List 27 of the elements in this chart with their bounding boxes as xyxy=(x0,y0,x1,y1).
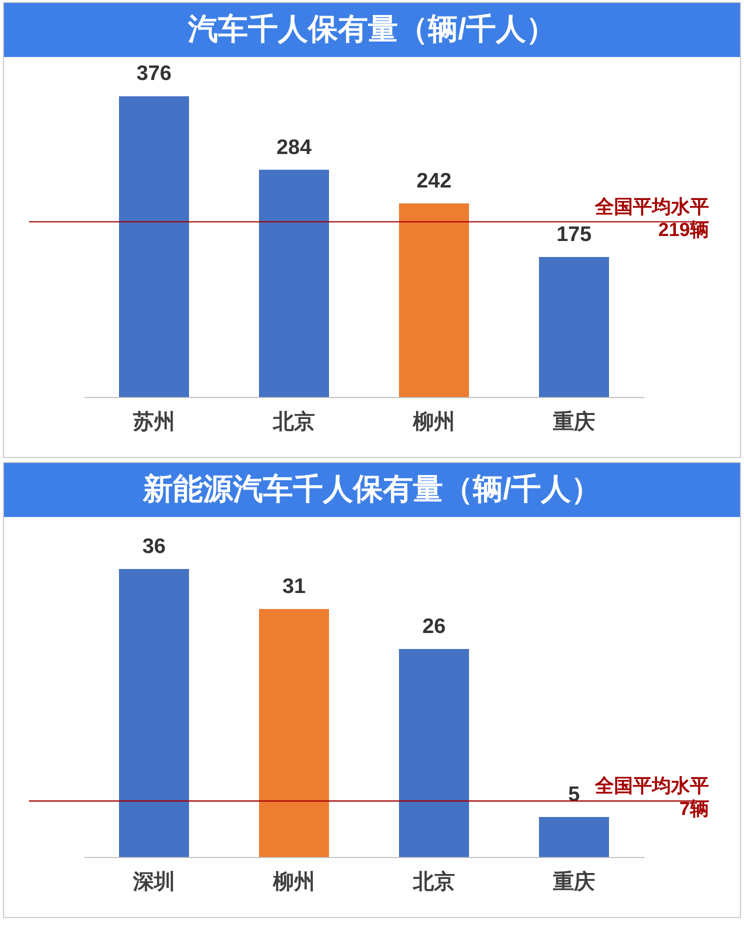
data-label: 36 xyxy=(142,535,166,558)
x-tick-label: 柳州 xyxy=(272,870,315,894)
chart-title: 汽车千人保有量（辆/千人） xyxy=(4,3,740,57)
data-label: 284 xyxy=(276,136,312,159)
data-label: 175 xyxy=(556,223,592,246)
data-label: 242 xyxy=(416,169,452,192)
x-tick-label: 苏州 xyxy=(132,410,175,434)
bar xyxy=(399,203,469,397)
bar xyxy=(259,170,329,397)
bar xyxy=(119,569,189,857)
x-tick-label: 北京 xyxy=(272,410,315,434)
x-tick-label: 重庆 xyxy=(552,410,595,434)
x-tick-label: 北京 xyxy=(412,870,455,894)
data-label: 31 xyxy=(282,575,306,598)
bar xyxy=(399,649,469,857)
bar xyxy=(539,817,609,857)
bar xyxy=(259,609,329,857)
bar xyxy=(539,257,609,397)
bar xyxy=(119,96,189,397)
x-tick-label: 柳州 xyxy=(412,410,455,434)
data-label: 376 xyxy=(136,62,172,86)
data-label: 26 xyxy=(422,615,446,638)
x-tick-label: 深圳 xyxy=(132,870,175,894)
data-label: 5 xyxy=(568,783,580,806)
x-tick-label: 重庆 xyxy=(552,870,595,894)
ref-line-label: 全国平均水平 219辆 xyxy=(594,196,709,241)
chart-title: 新能源汽车千人保有量（辆/千人） xyxy=(4,463,740,517)
